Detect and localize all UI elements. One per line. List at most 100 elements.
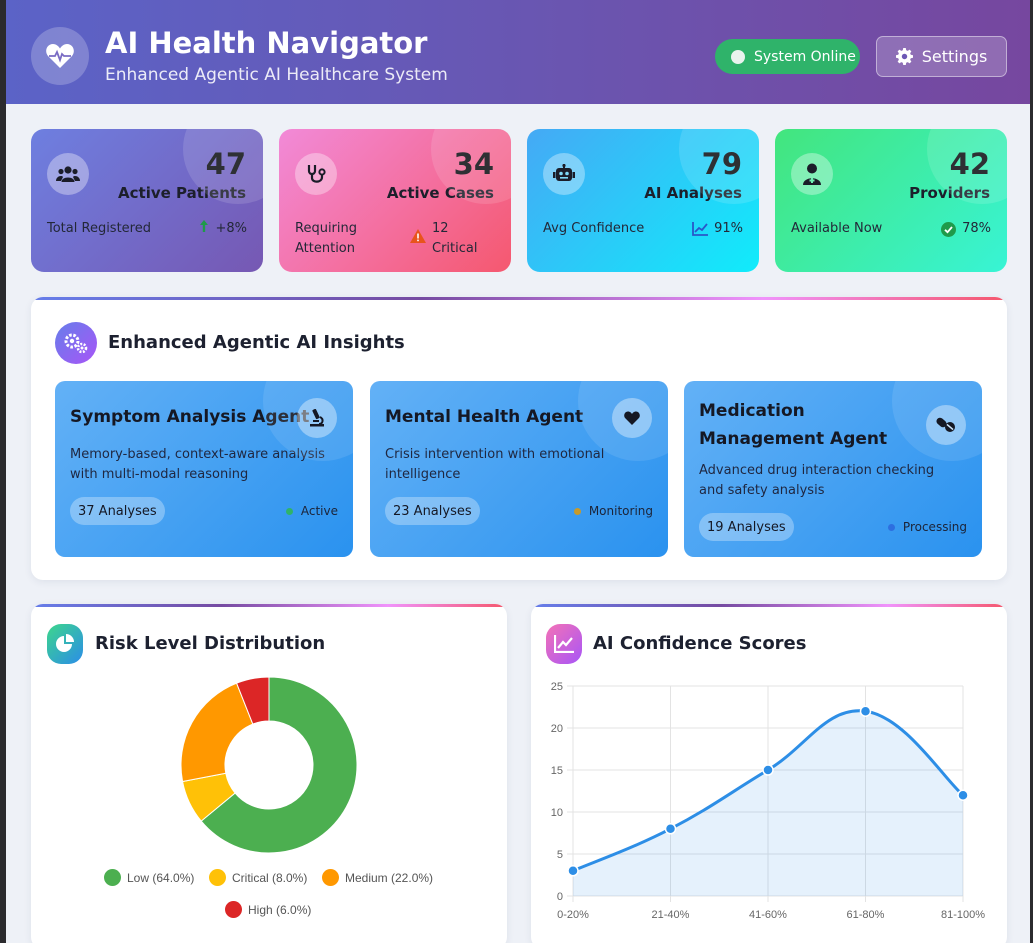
agent-status: Monitoring (573, 504, 653, 518)
y-tick-label: 0 (557, 891, 563, 903)
agent-description: Crisis intervention with emotional intel… (385, 447, 605, 482)
agent-status: Active (285, 504, 338, 518)
status-dot-icon (731, 49, 745, 64)
users-icon (47, 153, 89, 195)
confidence-area-fill (573, 710, 963, 896)
stat-trend-value: 12 Critical (432, 221, 478, 256)
stat-trend-value: 91% (714, 221, 743, 236)
stat-sublabel: Avg Confidence (543, 221, 645, 236)
agent-card-symptom-analysis[interactable]: Symptom Analysis Agent Memory-based, con… (55, 381, 353, 557)
legend-label: High (6.0%) (248, 902, 312, 917)
stat-sublabel: Available Now (791, 221, 883, 236)
agent-name: Symptom Analysis Agent (70, 407, 310, 427)
stat-card-active-patients[interactable]: 47 Active Patients Total Registered +8% (31, 129, 263, 272)
y-tick-label: 25 (551, 681, 563, 693)
stat-trend: +8% (199, 219, 247, 239)
check-circle-icon (941, 222, 957, 237)
data-point-81-100%[interactable] (957, 789, 969, 801)
legend-label: Critical (8.0%) (232, 870, 308, 885)
data-point-41-60%[interactable] (762, 764, 774, 776)
donut-slice-high[interactable] (235, 676, 270, 725)
system-status-label: System Online (754, 48, 856, 65)
data-point-0-20%[interactable] (567, 865, 579, 877)
status-dot-icon (285, 507, 293, 515)
data-point-21-40%[interactable] (664, 823, 677, 835)
stat-label: Active Cases (386, 184, 494, 202)
y-tick-label: 10 (551, 807, 563, 819)
confidence-chart-title: AI Confidence Scores (593, 633, 807, 654)
stat-card-providers[interactable]: 42 Providers Available Now 78% (775, 129, 1007, 272)
agentic-insights-panel: Enhanced Agentic AI Insights Symptom Ana… (31, 297, 1007, 580)
status-dot-icon (887, 523, 895, 531)
legend-swatch (104, 869, 121, 886)
donut-slice-low[interactable] (200, 676, 358, 854)
legend-label: Low (64.0%) (127, 870, 195, 885)
risk-distribution-panel: Risk Level Distribution Low (64.0%) Crit… (31, 604, 507, 943)
agent-status-label: Active (300, 504, 338, 518)
x-tick-label: 21-40% (652, 909, 690, 921)
robot-icon (543, 153, 585, 195)
app-window: AI Health Navigator Enhanced Agentic AI … (6, 0, 1030, 943)
agent-status-label: Processing (902, 520, 967, 534)
x-tick-label: 0-20% (557, 909, 589, 921)
stat-trend: 12 Critical (410, 219, 478, 259)
stat-value: 79 (701, 147, 742, 181)
stat-label: Providers (909, 184, 990, 202)
risk-chart-title: Risk Level Distribution (95, 633, 326, 654)
legend-item-high[interactable]: High (6.0%) (225, 901, 311, 918)
legend-swatch (322, 869, 339, 886)
confidence-line-chart: 0 5 10 15 20 25 0-20% 21-40% 41-60% 61-80% 81-100% (551, 681, 985, 921)
stat-value: 42 (949, 147, 990, 181)
x-tick-label: 61-80% (847, 909, 885, 921)
agent-card-medication-management[interactable]: Medication Management Agent Advanced dru… (684, 381, 982, 557)
y-tick-label: 20 (551, 723, 563, 735)
settings-button[interactable]: Settings (876, 36, 1007, 77)
stat-trend-value: +8% (215, 221, 247, 236)
stat-card-active-cases[interactable]: 34 Active Cases Requiring Attention 12 C… (279, 129, 511, 272)
agent-analyses-count: 37 Analyses (70, 497, 165, 525)
y-tick-label: 5 (557, 849, 563, 861)
stethoscope-icon (295, 153, 337, 195)
confidence-scores-panel: AI Confidence Scores 0 5 10 15 20 25 0-20% 21-4… (531, 604, 1007, 943)
stat-trend: 78% (941, 219, 991, 239)
agent-name: Medication Management Agent (699, 401, 888, 449)
y-tick-label: 15 (551, 765, 563, 777)
chart-area-icon (546, 624, 582, 664)
legend-item-medium[interactable]: Medium (22.0%) (322, 869, 433, 886)
stat-label: AI Analyses (644, 184, 742, 202)
agent-description: Advanced drug interaction checking and s… (699, 463, 935, 498)
warning-icon (410, 229, 426, 243)
data-point-61-80%[interactable] (859, 705, 872, 717)
legend-item-low[interactable]: Low (64.0%) (104, 869, 194, 886)
legend-swatch (225, 901, 242, 918)
legend-swatch (209, 869, 226, 886)
stat-card-ai-analyses[interactable]: 79 AI Analyses Avg Confidence 91% (527, 129, 759, 272)
status-dot-icon (573, 507, 581, 515)
cogs-icon (55, 322, 97, 364)
x-tick-label: 41-60% (749, 909, 787, 921)
agent-name: Mental Health Agent (385, 407, 584, 427)
x-tick-label: 81-100% (941, 909, 985, 921)
app-subtitle: Enhanced Agentic AI Healthcare System (105, 65, 448, 85)
agent-status-label: Monitoring (588, 504, 653, 518)
doctor-icon (791, 153, 833, 195)
stat-value: 47 (205, 147, 246, 181)
stat-value: 34 (453, 147, 494, 181)
chart-line-icon (692, 222, 709, 236)
agent-analyses-count: 23 Analyses (385, 497, 480, 525)
microscope-icon (297, 398, 337, 438)
gear-icon (895, 48, 913, 65)
agent-description: Memory-based, context-aware analysis wit… (70, 447, 325, 482)
system-status-badge: System Online (715, 39, 860, 74)
legend-label: Medium (22.0%) (345, 870, 434, 885)
pills-icon (926, 405, 966, 445)
legend-item-critical[interactable]: Critical (8.0%) (209, 869, 307, 886)
stat-trend-value: 78% (962, 221, 991, 236)
app-title: AI Health Navigator (105, 26, 428, 60)
pie-chart-icon (47, 624, 83, 664)
app-header: AI Health Navigator Enhanced Agentic AI … (6, 0, 1030, 104)
insights-title: Enhanced Agentic AI Insights (108, 332, 405, 353)
agent-analyses-count: 19 Analyses (699, 513, 794, 541)
risk-donut-chart (180, 676, 358, 854)
agent-card-mental-health[interactable]: Mental Health Agent Crisis intervention … (370, 381, 668, 557)
